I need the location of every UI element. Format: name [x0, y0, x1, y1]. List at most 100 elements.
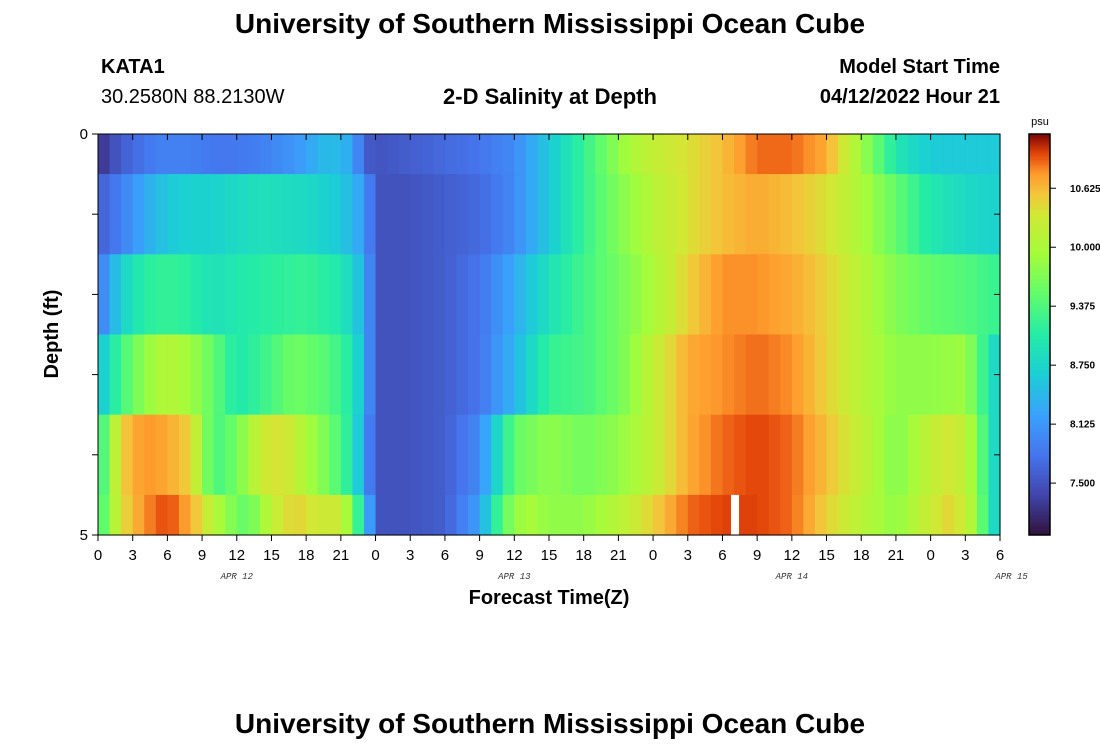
- heatmap-cell: [248, 414, 261, 496]
- heatmap-cell: [907, 414, 920, 496]
- heatmap-cell: [884, 174, 897, 255]
- heatmap-cell: [757, 254, 770, 336]
- heatmap-cell: [317, 174, 330, 255]
- x-tick-label: 18: [575, 547, 592, 564]
- heatmap-cell: [803, 494, 816, 536]
- heatmap-cell: [132, 494, 145, 536]
- heatmap-cell: [190, 414, 203, 496]
- heatmap-cell: [283, 174, 296, 255]
- heatmap-cell: [340, 414, 354, 496]
- heatmap-cell: [814, 494, 828, 536]
- y-axis-title: Depth (ft): [41, 290, 63, 379]
- heatmap-cell: [745, 174, 758, 255]
- heatmap-cell: [965, 334, 978, 416]
- heatmap-cell: [375, 254, 388, 336]
- heatmap-cell: [468, 174, 481, 255]
- heatmap-cell: [780, 494, 793, 536]
- heatmap-cell: [329, 134, 342, 175]
- heatmap-cell: [687, 174, 700, 255]
- heatmap-cell: [653, 254, 666, 336]
- heatmap-cell: [537, 494, 550, 536]
- date-label: APR 13: [497, 572, 531, 582]
- heatmap-cell: [919, 334, 932, 416]
- heatmap-cell: [734, 254, 747, 336]
- heatmap-cell: [491, 334, 504, 416]
- heatmap-cell: [444, 334, 458, 416]
- heatmap-cell: [745, 134, 758, 175]
- heatmap-cell: [213, 254, 226, 336]
- heatmap-cell: [838, 174, 851, 255]
- x-axis: 0 3 6 9 12 15 18 21 0 3 6 9 12 15 18 21 0 3 6 9 12 15 18 21 0 3 6 A…: [94, 134, 1028, 582]
- heatmap-cell: [791, 334, 805, 416]
- heatmap-cell: [340, 494, 354, 536]
- heatmap-cell: [236, 254, 249, 336]
- heatmap-cell: [595, 334, 608, 416]
- heatmap-cell: [549, 414, 562, 496]
- heatmap-cell: [410, 494, 423, 536]
- heatmap-cell: [791, 254, 805, 336]
- heatmap-cell: [826, 494, 839, 536]
- heatmap-cell: [537, 334, 550, 416]
- heatmap-cell: [352, 174, 365, 255]
- heatmap-cell: [352, 494, 365, 536]
- colorbar-tick-label: 9.375: [1070, 302, 1095, 313]
- heatmap-cell: [919, 254, 932, 336]
- heatmap-cell: [629, 414, 643, 496]
- heatmap-cell: [606, 494, 619, 536]
- x-tick-label: 9: [753, 547, 761, 564]
- heatmap-cell: [838, 414, 851, 496]
- x-tick-label: 21: [333, 547, 350, 564]
- heatmap-cell: [687, 254, 700, 336]
- heatmap-cell: [768, 494, 781, 536]
- heatmap-cell: [953, 494, 966, 536]
- heatmap-cell: [560, 414, 573, 496]
- heatmap-cell: [375, 334, 388, 416]
- heatmap-cell: [676, 494, 689, 536]
- heatmap-cell: [190, 174, 203, 255]
- heatmap-cell: [537, 254, 550, 336]
- heatmap-cell: [525, 414, 539, 496]
- colorbar-tick-label: 7.500: [1070, 479, 1095, 490]
- heatmap-cell: [479, 134, 492, 175]
- heatmap-cell: [560, 334, 573, 416]
- heatmap-cell: [595, 254, 608, 336]
- heatmap-cell: [791, 174, 805, 255]
- heatmap-cell: [121, 134, 134, 175]
- heatmap-cell: [167, 174, 180, 255]
- heatmap-cell: [838, 334, 851, 416]
- heatmap-cell: [826, 134, 839, 175]
- heatmap-cell: [213, 134, 226, 175]
- x-tick-label: 6: [441, 547, 449, 564]
- heatmap-cell: [676, 334, 689, 416]
- heatmap-cell: [791, 414, 805, 496]
- bottom-title: University of Southern Mississippi Ocean…: [234, 708, 866, 739]
- heatmap-cell: [433, 134, 446, 175]
- heatmap-cell: [387, 174, 400, 255]
- heatmap-cell: [444, 174, 458, 255]
- heatmap-cell: [352, 134, 365, 175]
- x-tick-label: 3: [129, 547, 137, 564]
- missing-data-marker: [731, 494, 740, 535]
- heatmap-cell: [953, 334, 966, 416]
- heatmap-cell: [849, 254, 862, 336]
- depth-band-1: [98, 174, 1001, 255]
- heatmap-cell: [965, 494, 978, 536]
- heatmap-cell: [618, 334, 631, 416]
- heatmap-cell: [421, 334, 434, 416]
- heatmap-cell: [155, 494, 168, 536]
- date-label: APR 12: [220, 572, 254, 582]
- heatmap-cell: [884, 334, 897, 416]
- heatmap-cell: [664, 334, 677, 416]
- heatmap-cell: [629, 254, 643, 336]
- heatmap-cell: [814, 254, 828, 336]
- heatmap-cell: [560, 494, 573, 536]
- heatmap-cell: [549, 134, 562, 175]
- heatmap-cell: [549, 254, 562, 336]
- heatmap-cell: [190, 254, 203, 336]
- heatmap-cell: [421, 254, 434, 336]
- main-title: University of Southern Mississippi Ocean…: [234, 8, 866, 39]
- heatmap-cell: [572, 134, 585, 175]
- heatmap-cell: [456, 254, 469, 336]
- heatmap-cell: [155, 414, 168, 496]
- heatmap-cell: [525, 254, 539, 336]
